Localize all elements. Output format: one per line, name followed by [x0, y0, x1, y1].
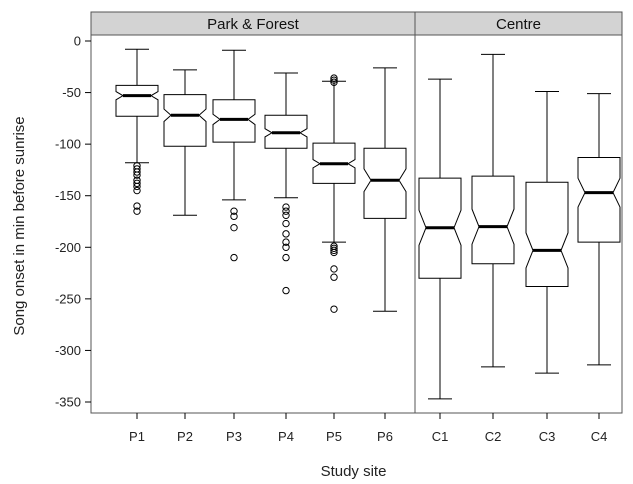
outlier-point	[133, 182, 141, 191]
panel-frames	[90, 34, 623, 414]
outlier-point	[282, 207, 290, 215]
outlier-point	[330, 273, 338, 281]
y-tick-label: 0	[74, 34, 81, 49]
outlier-point	[282, 286, 290, 295]
box-P5	[312, 74, 356, 313]
box-P4	[264, 72, 308, 295]
x-axis-title: Study site	[321, 463, 387, 480]
y-tick-label: -50	[62, 85, 81, 100]
box-P3	[212, 49, 256, 262]
panel-strips: Park & Forest Centre	[90, 11, 623, 36]
notched-box	[363, 147, 407, 219]
outlier-point	[330, 244, 338, 253]
panel-strip-label-1: Centre	[496, 16, 541, 33]
box-C4	[577, 93, 621, 366]
x-tick-label: C2	[485, 429, 502, 444]
outlier-point	[133, 168, 141, 176]
outlier-point	[133, 186, 141, 195]
notched-box	[115, 84, 159, 117]
panel-frame-1	[414, 34, 623, 414]
outlier-point	[330, 305, 338, 313]
outlier-point	[230, 253, 238, 262]
y-axis: 0 -50 -100 -150 -200 -250 -300 -350	[55, 34, 91, 410]
x-tick-label: P6	[377, 429, 393, 444]
panel-strip-label-0: Park & Forest	[207, 16, 300, 33]
notched-box	[163, 94, 207, 147]
outlier-point	[282, 230, 290, 238]
x-tick-label: C3	[539, 429, 556, 444]
y-tick-label: -350	[55, 395, 81, 410]
outlier-point	[330, 74, 338, 82]
x-tick-label: P1	[129, 429, 145, 444]
outlier-point	[230, 212, 238, 221]
outlier-point	[230, 223, 238, 232]
x-tick-label: P2	[177, 429, 193, 444]
y-tick-label: -100	[55, 137, 81, 152]
outlier-point	[330, 246, 338, 255]
x-tick-label: P5	[326, 429, 342, 444]
y-tick-label: -150	[55, 188, 81, 203]
x-tick-label: P3	[226, 429, 242, 444]
box-P1	[115, 48, 159, 215]
outlier-point	[133, 202, 141, 210]
box-C2	[471, 53, 515, 368]
outlier-point	[330, 265, 338, 273]
notched-box	[577, 157, 621, 243]
outlier-point	[282, 219, 290, 228]
y-axis-title: Song onset in min before sunrise	[11, 116, 28, 335]
y-tick-label: -300	[55, 343, 81, 358]
box-C3	[525, 91, 569, 374]
outlier-point	[330, 76, 338, 84]
box-P2	[163, 69, 207, 216]
notched-box	[212, 99, 256, 143]
outlier-point	[133, 179, 141, 188]
outlier-point	[133, 207, 141, 215]
box-P6	[363, 67, 407, 312]
y-tick-label: -250	[55, 291, 81, 306]
outlier-point	[282, 238, 290, 246]
outlier-point	[330, 78, 338, 86]
outlier-point	[282, 253, 290, 262]
outlier-point	[282, 243, 290, 251]
y-tick-label: -200	[55, 240, 81, 255]
x-tick-label: P4	[278, 429, 294, 444]
x-tick-label: C4	[591, 429, 608, 444]
notched-box	[525, 181, 569, 287]
outlier-point	[282, 211, 290, 220]
outlier-point	[282, 203, 290, 211]
outlier-point	[330, 248, 338, 257]
box-C1	[418, 78, 462, 400]
x-tick-label: C1	[432, 429, 449, 444]
notched-box	[471, 175, 515, 265]
box-group	[115, 48, 621, 400]
x-axis: P1 P2 P3 P4 P5 P6 C1 C2 C3 C4	[129, 413, 607, 444]
outlier-point	[230, 207, 238, 215]
outlier-point	[133, 171, 141, 179]
